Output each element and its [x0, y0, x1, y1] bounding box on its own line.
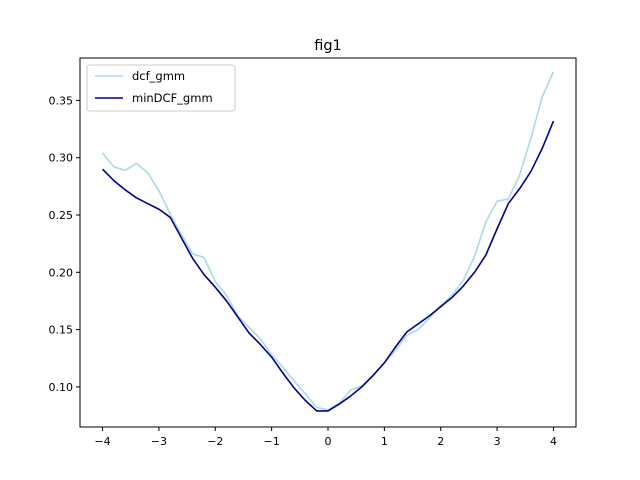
x-tick-label: −2 [207, 435, 223, 448]
series-line-minDCF_gmm [101, 120, 555, 412]
y-tick-label: 0.25 [49, 209, 74, 222]
axis-ticks: −4 −3 −2 −1 0 1 2 3 4 0.10 0.15 0.20 0.25 0.30 0.35 [49, 94, 557, 448]
x-tick-label: 2 [437, 435, 444, 448]
x-tick-label: 3 [494, 435, 501, 448]
x-tick-label: 1 [381, 435, 388, 448]
x-tick-label: −4 [94, 435, 110, 448]
y-tick-label: 0.30 [49, 152, 74, 165]
y-tick-label: 0.15 [49, 324, 74, 337]
y-tick-label: 0.20 [49, 266, 74, 279]
x-tick-label: −1 [264, 435, 280, 448]
x-tick-label: 4 [550, 435, 557, 448]
legend: dcf_gmm minDCF_gmm [86, 64, 236, 112]
series-line-dcf_gmm [101, 71, 555, 411]
legend-label-minDCF_gmm: minDCF_gmm [132, 91, 213, 105]
plot-area [101, 71, 555, 412]
y-tick-label: 0.35 [49, 94, 74, 107]
y-tick-label: 0.10 [49, 381, 74, 394]
legend-box [86, 64, 236, 112]
x-tick-label: −3 [151, 435, 167, 448]
chart-title: fig1 [314, 38, 342, 54]
x-tick-label: 0 [325, 435, 332, 448]
legend-label-dcf_gmm: dcf_gmm [132, 69, 185, 83]
